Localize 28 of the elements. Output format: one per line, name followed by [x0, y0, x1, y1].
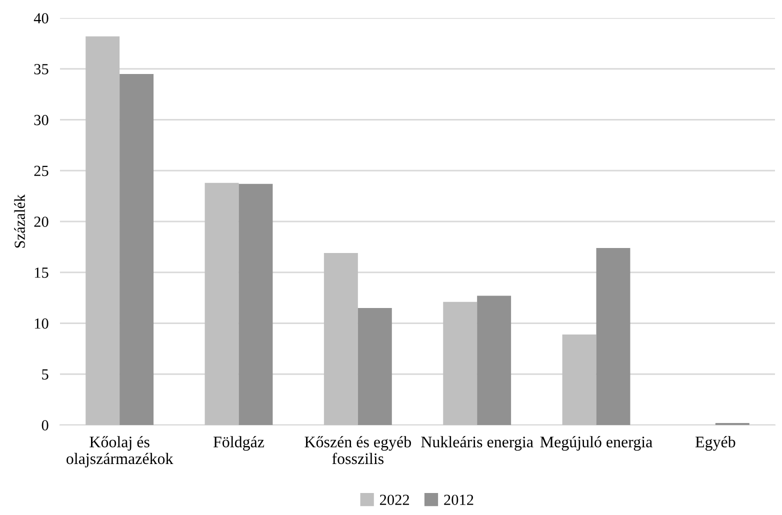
- bar: [86, 36, 120, 425]
- bar: [596, 248, 630, 425]
- x-tick-label: Megújuló energia: [540, 436, 652, 451]
- y-tick-label: 15: [34, 268, 48, 278]
- x-tick-label: Földgáz: [213, 436, 264, 451]
- bar: [358, 308, 392, 425]
- legend-label: 2022: [380, 494, 410, 505]
- legend-label: 2012: [444, 494, 474, 505]
- x-tick-label: Nukleáris energia: [421, 436, 534, 451]
- y-tick-label: 20: [34, 216, 48, 227]
- y-tick-label: 25: [34, 166, 48, 176]
- bar: [324, 253, 358, 425]
- y-tick-label: 0: [42, 420, 48, 430]
- y-axis-title: Százalék: [14, 194, 25, 248]
- bar: [120, 74, 154, 425]
- y-tick-label: 30: [34, 114, 48, 126]
- bar: [562, 334, 596, 425]
- bar: [204, 182, 239, 425]
- y-tick-label: 5: [42, 369, 48, 380]
- y-tick-label: 35: [34, 64, 48, 74]
- bar: [443, 302, 478, 425]
- bar: [238, 184, 273, 425]
- x-tick-label: Kőolaj és olajszármazékok: [66, 436, 174, 468]
- y-tick-label: 10: [34, 318, 48, 329]
- y-tick-label: 40: [34, 13, 48, 24]
- x-tick-label: Egyéb: [695, 436, 736, 451]
- x-tick-label: Kőszén és egyéb fosszilis: [304, 436, 411, 464]
- bar: [477, 296, 512, 425]
